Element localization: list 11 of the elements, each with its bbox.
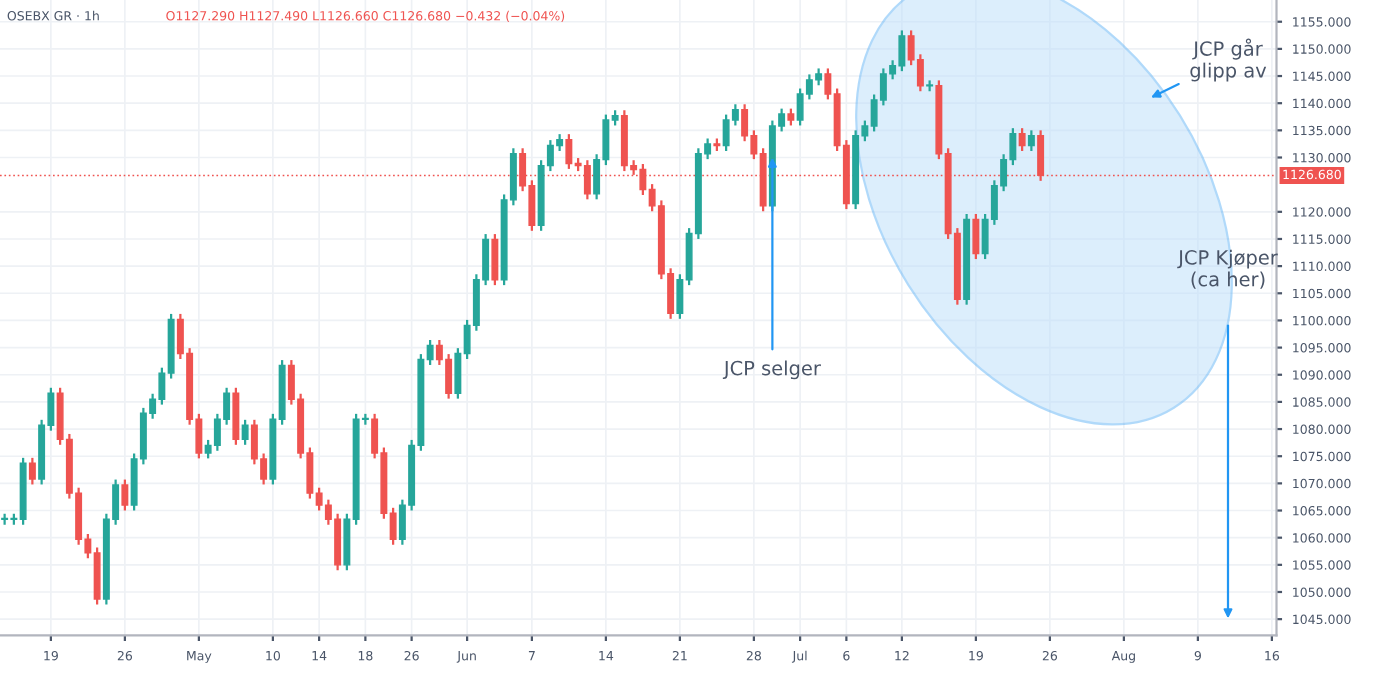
annotation: JCP går glipp av (1190, 38, 1267, 82)
annotation: JCP selger (722, 360, 821, 380)
candlestick (1027, 129, 1035, 153)
candlestick (121, 478, 129, 512)
candlestick (28, 456, 36, 486)
candlestick (972, 212, 980, 261)
candlestick (1018, 127, 1026, 153)
candlestick (241, 418, 249, 446)
candlestick (491, 232, 499, 287)
candlestick (232, 386, 240, 446)
annotation: JCP Kjøper (ca her) (1177, 249, 1278, 289)
